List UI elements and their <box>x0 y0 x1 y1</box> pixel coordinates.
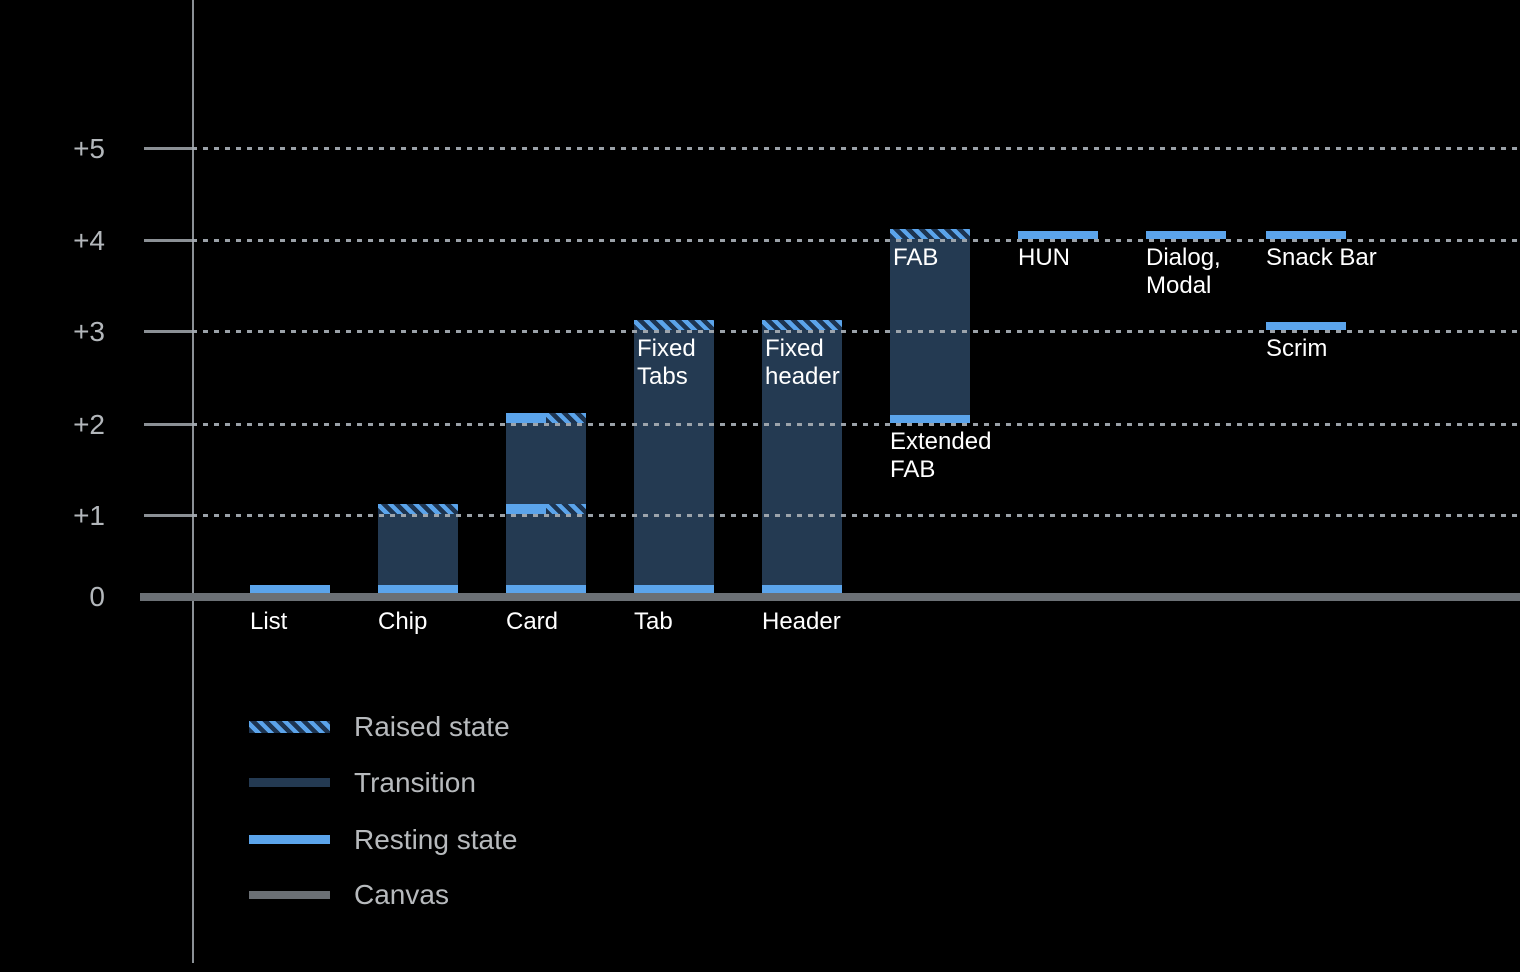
gridline-+4 <box>192 239 1520 242</box>
legend-swatch-raised-state <box>249 721 330 733</box>
bar-segment-transition-card <box>506 423 586 504</box>
bar-inner-label-extended-fab: FAB <box>893 244 939 271</box>
bar-segment-resting-card-l1 <box>506 504 546 514</box>
bar-segment-resting-tab <box>634 585 714 593</box>
bar-inner-label-header: Fixed header <box>765 335 840 390</box>
bar-segment-raised-extended-fab <box>890 229 970 239</box>
bar-segment-raised-card-l1 <box>546 504 586 514</box>
bar-segment-resting-dialog-modal <box>1146 231 1226 239</box>
bar-segment-transition-chip <box>378 514 458 585</box>
ytick-label-3: +3 <box>73 315 105 347</box>
component-label-extended-fab: Extended FAB <box>890 428 992 483</box>
ytick-label-1: +1 <box>73 499 105 531</box>
component-label-hun: HUN <box>1018 244 1070 271</box>
y-axis-tick-+2 <box>144 423 193 426</box>
ytick-label-0: 0 <box>89 581 105 612</box>
legend-label-transition: Transition <box>354 766 476 798</box>
component-label-dialog-modal: Dialog, Modal <box>1146 244 1221 299</box>
bar-segment-transition-header <box>762 330 842 585</box>
bar-inner-label-tab: Fixed Tabs <box>637 335 696 390</box>
legend-label-raised-state: Raised state <box>354 711 510 742</box>
bar-segment-resting-hun <box>1018 231 1098 239</box>
y-axis-tick-+5 <box>144 147 193 150</box>
bar-segment-raised-chip <box>378 504 458 514</box>
canvas-baseline <box>140 593 1520 601</box>
legend-label-resting-state: Resting state <box>354 823 518 855</box>
bar-segment-transition-tab <box>634 330 714 585</box>
y-axis-tick-+4 <box>144 239 193 242</box>
component-label-list: List <box>250 608 288 635</box>
component-label-snack-bar: Snack Bar <box>1266 244 1377 271</box>
bar-segment-resting-chip <box>378 585 458 593</box>
bar-segment-raised-card-l2 <box>546 413 586 423</box>
bar-segment-resting-snack-bar <box>1266 231 1346 239</box>
gridline-+5 <box>192 147 1520 150</box>
legend-label-canvas: Canvas <box>354 879 449 910</box>
bar-segment-transition-card <box>506 514 586 585</box>
gridline-+1 <box>192 514 1520 517</box>
bar-segment-raised-header <box>762 320 842 330</box>
gridline-+2 <box>192 423 1520 426</box>
y-axis-tick-+3 <box>144 330 193 333</box>
y-axis-line <box>192 0 194 963</box>
bar-segment-resting-header <box>762 585 842 593</box>
gridline-+3 <box>192 330 1520 333</box>
bar-segment-transition-extended-fab <box>890 239 970 415</box>
bar-segment-resting-list <box>250 585 330 593</box>
ytick-label-2: +2 <box>73 408 105 440</box>
component-label-card: Card <box>506 608 559 635</box>
legend-swatch-transition <box>249 778 330 787</box>
ytick-label-5: +5 <box>73 132 105 164</box>
component-label-header: Header <box>762 608 841 635</box>
bar-segment-resting-scrim <box>1266 322 1346 330</box>
component-label-chip: Chip <box>378 608 428 635</box>
legend-swatch-canvas <box>249 891 330 899</box>
component-label-tab: Tab <box>634 608 673 635</box>
bar-segment-resting-card-l2 <box>506 413 546 423</box>
bar-segment-raised-tab <box>634 320 714 330</box>
ytick-label-4: +4 <box>73 224 105 256</box>
legend-swatch-resting-state <box>249 835 330 844</box>
y-axis-tick-+1 <box>144 514 193 517</box>
bar-segment-resting-card <box>506 585 586 593</box>
bar-segment-resting-extended-fab <box>890 415 970 423</box>
component-label-scrim: Scrim <box>1266 335 1328 362</box>
